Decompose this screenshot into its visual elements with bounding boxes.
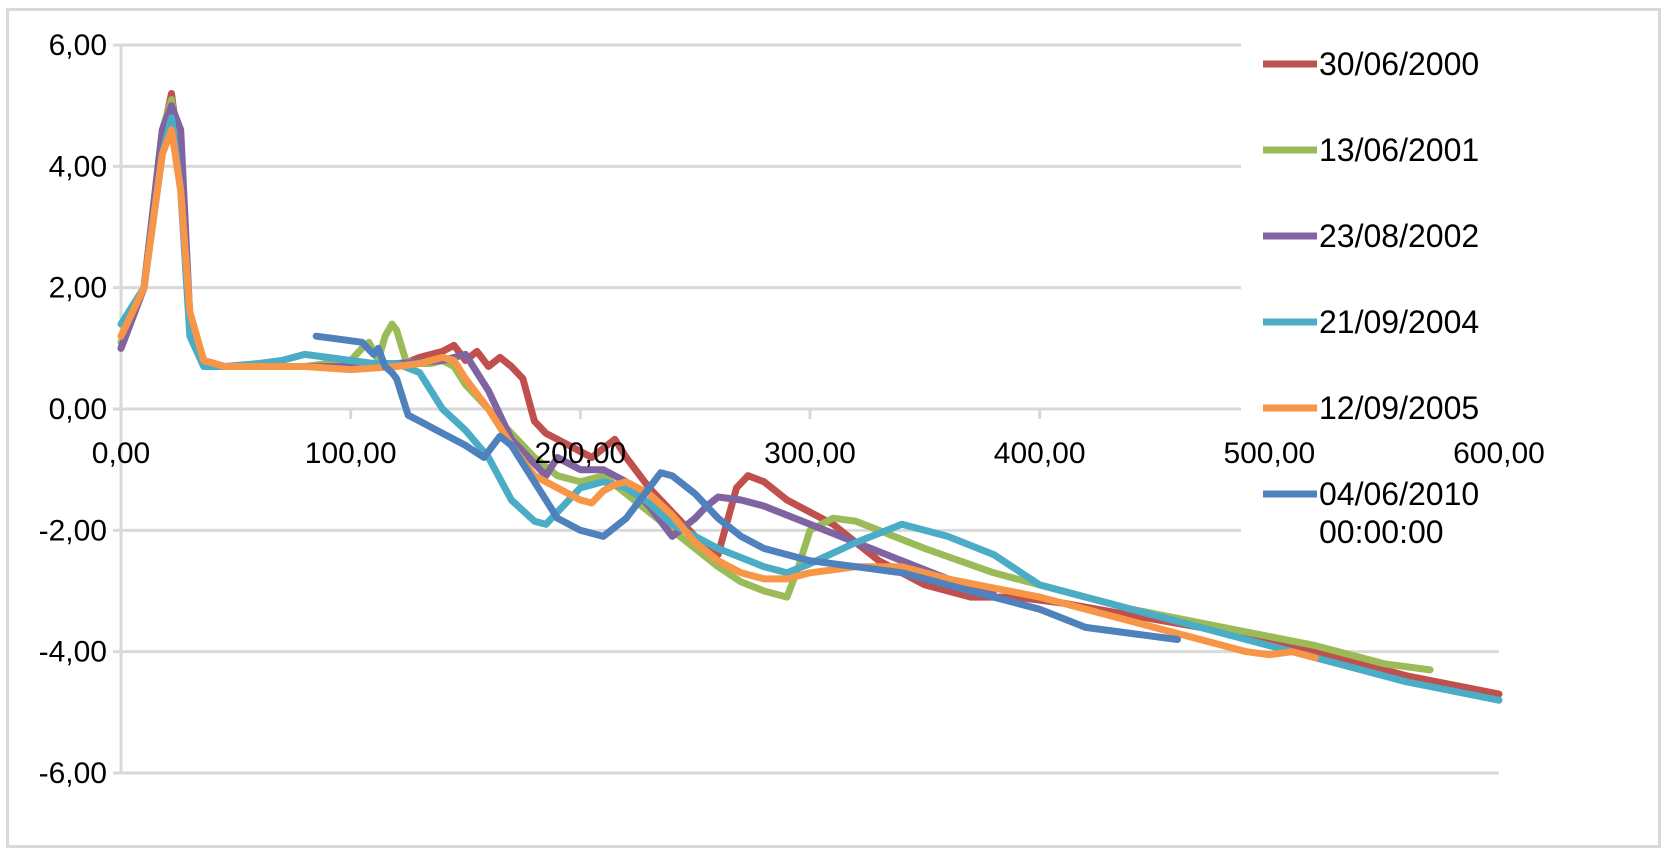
x-tick-labels: 0,00 100,00 200,00 300,00 400,00 500,00 600,00 — [92, 437, 1545, 470]
legend-entry: 13/06/2001 — [1263, 132, 1479, 168]
x-tick-label: 500,00 — [1223, 437, 1315, 470]
y-tick-label: -6,00 — [39, 757, 107, 790]
gridlines — [113, 43, 1499, 775]
x-tick-label: 100,00 — [305, 437, 397, 470]
x-tick-label: 0,00 — [92, 437, 150, 470]
legend-label: 00:00:00 — [1319, 514, 1444, 550]
legend-label: 30/06/2000 — [1319, 46, 1479, 82]
series-line-6 — [312, 332, 1181, 643]
legend-entry: 21/09/2004 — [1263, 304, 1479, 340]
legend-label: 04/06/2010 — [1319, 476, 1479, 512]
y-tick-label: 2,00 — [49, 272, 107, 305]
legend-label: 23/08/2002 — [1319, 218, 1479, 254]
y-tick-label: 6,00 — [49, 29, 107, 62]
series-lines — [117, 90, 1503, 704]
legend-label: 12/09/2005 — [1319, 390, 1479, 426]
line-chart: 0,00 100,00 200,00 300,00 400,00 500,00 600,00… — [39, 29, 1651, 790]
legend-background — [1241, 31, 1651, 591]
y-tick-label: -2,00 — [39, 514, 107, 547]
legend-entry: 12/09/2005 — [1263, 390, 1479, 426]
x-tick-label: 400,00 — [994, 437, 1086, 470]
x-tick-label: 200,00 — [534, 437, 626, 470]
y-tick-label: -4,00 — [39, 636, 107, 669]
y-tick-label: 4,00 — [49, 150, 107, 183]
y-tick-labels: 6,00 4,00 2,00 0,00 -2,00 -4,00 -6,00 — [39, 29, 107, 790]
chart-frame: 0,00 100,00 200,00 300,00 400,00 500,00 600,00… — [6, 8, 1661, 848]
legend-label: 21/09/2004 — [1319, 304, 1479, 340]
y-tick-label: 0,00 — [49, 393, 107, 426]
legend-entry: 30/06/2000 — [1263, 46, 1479, 82]
legend-label: 13/06/2001 — [1319, 132, 1479, 168]
series-line-5 — [117, 126, 1319, 662]
x-tick-label: 600,00 — [1453, 437, 1545, 470]
x-tick-label: 300,00 — [764, 437, 856, 470]
legend: 30/06/2000 13/06/2001 23/08/2002 21/09/2004… — [1263, 46, 1479, 550]
series-line-2 — [117, 96, 1434, 674]
legend-entry: 23/08/2002 — [1263, 218, 1479, 254]
